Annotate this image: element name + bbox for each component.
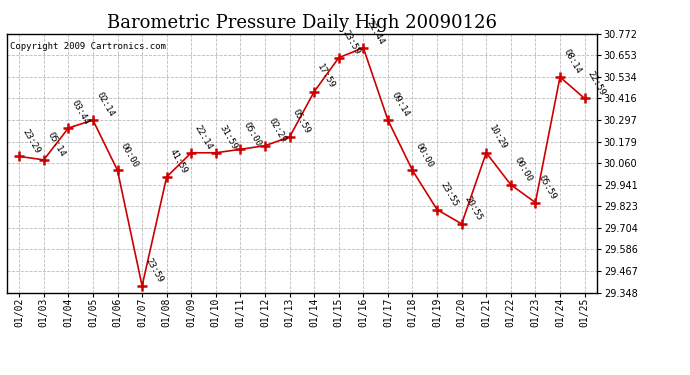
Text: 05:59: 05:59: [291, 108, 312, 136]
Text: Copyright 2009 Cartronics.com: Copyright 2009 Cartronics.com: [10, 42, 166, 51]
Title: Barometric Pressure Daily High 20090126: Barometric Pressure Daily High 20090126: [107, 14, 497, 32]
Text: 09:14: 09:14: [389, 91, 411, 118]
Text: 22:14: 22:14: [193, 124, 214, 152]
Text: 10:29: 10:29: [488, 124, 509, 152]
Text: 03:44: 03:44: [70, 99, 91, 127]
Text: 05:14: 05:14: [45, 131, 66, 159]
Text: 00:00: 00:00: [512, 156, 533, 183]
Text: 02:14: 02:14: [95, 91, 115, 118]
Text: 05:00: 05:00: [241, 120, 263, 148]
Text: 31:59: 31:59: [217, 124, 239, 152]
Text: 00:00: 00:00: [414, 141, 435, 169]
Text: 17:59: 17:59: [315, 63, 337, 90]
Text: 22:44: 22:44: [365, 19, 386, 46]
Text: 23:55: 23:55: [438, 180, 460, 208]
Text: 05:59: 05:59: [537, 173, 558, 201]
Text: 08:14: 08:14: [562, 48, 582, 76]
Text: 22:59: 22:59: [586, 69, 607, 97]
Text: 23:59: 23:59: [340, 28, 362, 56]
Text: 41:59: 41:59: [168, 148, 189, 176]
Text: 00:00: 00:00: [119, 141, 140, 169]
Text: 02:29: 02:29: [266, 117, 288, 144]
Text: 23:29: 23:29: [21, 127, 42, 155]
Text: 23:59: 23:59: [144, 257, 165, 285]
Text: 20:55: 20:55: [463, 195, 484, 222]
